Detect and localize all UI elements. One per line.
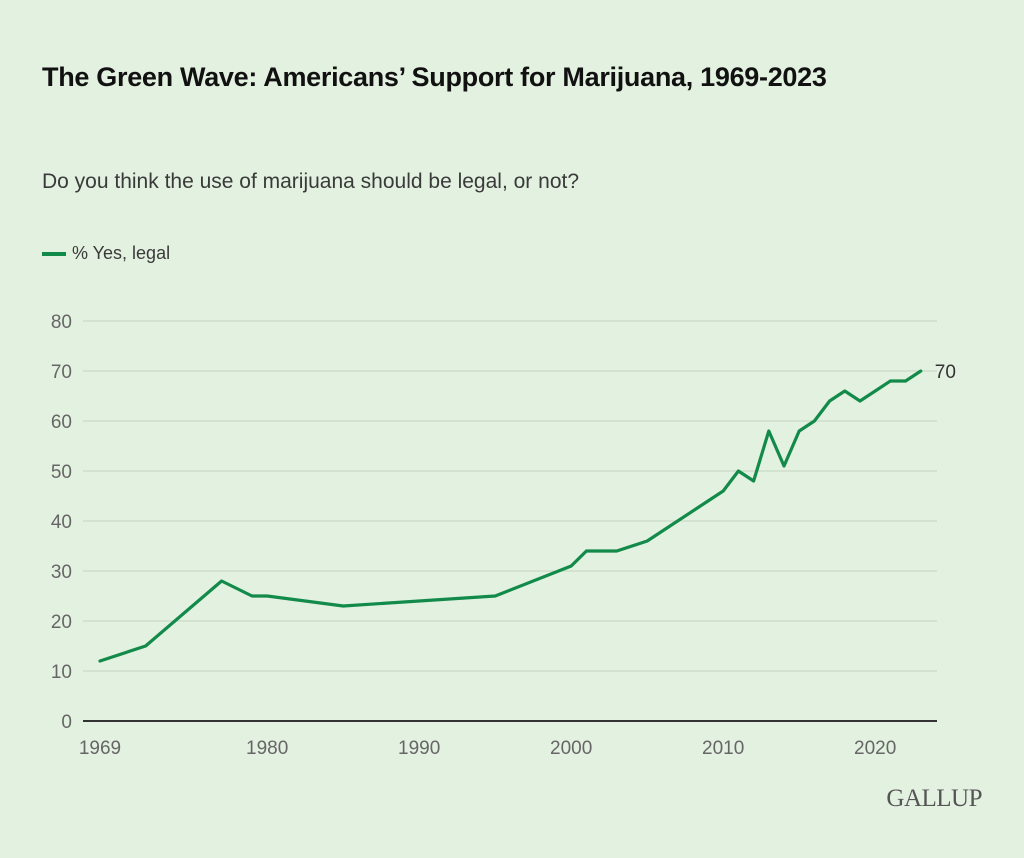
- series-line-yes-legal: [98, 369, 923, 663]
- y-tick-label: 70: [51, 362, 72, 383]
- y-tick-label: 0: [61, 712, 72, 733]
- y-tick-label: 30: [51, 562, 72, 583]
- x-tick-label: 1980: [246, 738, 288, 759]
- y-tick-label: 50: [51, 462, 72, 483]
- y-tick-label: 20: [51, 612, 72, 633]
- series-lines: [98, 369, 923, 663]
- x-tick-label: 2000: [550, 738, 592, 759]
- legend-swatch: [42, 251, 66, 256]
- x-tick-label: 1990: [398, 738, 440, 759]
- end-value-label: 70: [935, 362, 956, 383]
- y-axis-ticks: 0 10 20 30 40 50 60 70 80: [51, 312, 72, 733]
- chart-title: The Green Wave: Americans’ Support for M…: [42, 62, 827, 92]
- legend: % Yes, legal: [42, 243, 170, 264]
- gallup-logo: GALLUP: [886, 785, 982, 812]
- legend-label: % Yes, legal: [72, 243, 171, 263]
- y-tick-label: 10: [51, 662, 72, 683]
- y-tick-label: 80: [51, 312, 72, 333]
- grid-lines: [83, 320, 937, 722]
- x-tick-label: 2020: [854, 738, 896, 759]
- x-tick-label: 1969: [79, 738, 121, 759]
- x-tick-label: 2010: [702, 738, 744, 759]
- y-tick-label: 60: [51, 412, 72, 433]
- x-axis-ticks: 1969 1980 1990 2000 2010 2020: [79, 738, 896, 759]
- chart-subtitle: Do you think the use of marijuana should…: [42, 170, 580, 193]
- annotations: 70: [935, 362, 956, 383]
- y-tick-label: 40: [51, 512, 72, 533]
